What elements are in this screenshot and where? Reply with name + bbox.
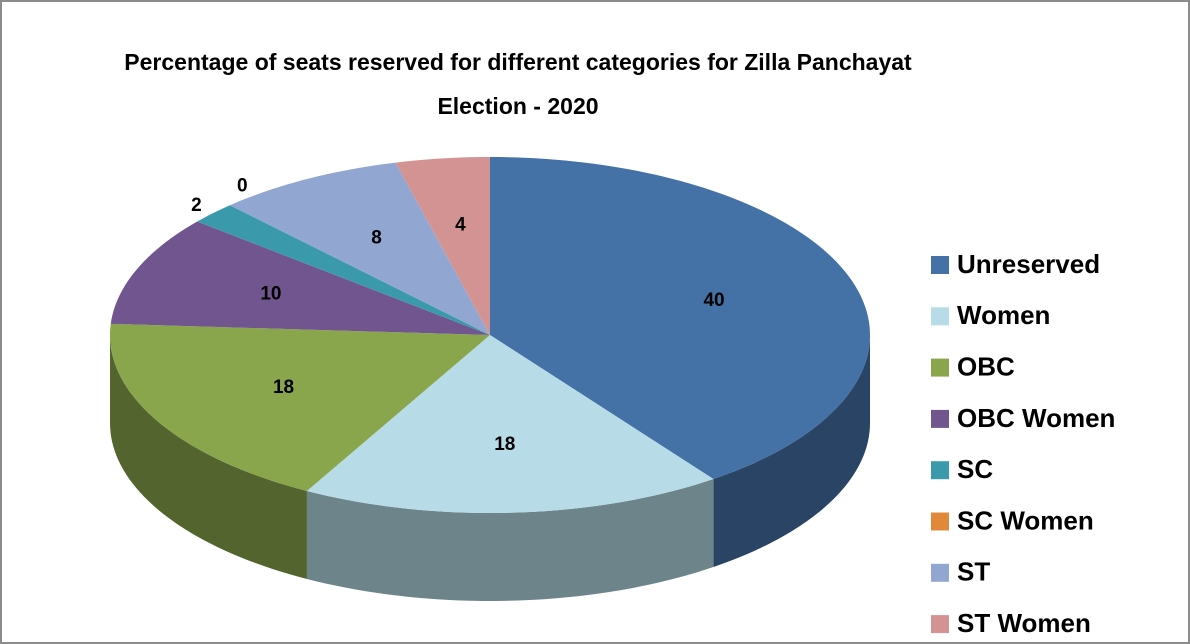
slice-side	[713, 335, 870, 568]
legend-swatch	[931, 256, 949, 274]
slice-side	[306, 479, 714, 601]
slice	[229, 162, 490, 335]
data-label: 18	[273, 377, 294, 398]
legend-label: SC	[957, 454, 993, 484]
slice	[110, 323, 490, 491]
legend-swatch	[931, 461, 949, 480]
slice-side	[110, 335, 307, 579]
data-label: 40	[703, 290, 724, 311]
legend-swatch	[931, 615, 949, 634]
data-label: 8	[371, 227, 382, 248]
legend-swatch	[931, 307, 949, 326]
legend-label: SC Women	[957, 505, 1094, 535]
data-label: 0	[237, 175, 248, 196]
legend-label: OBC	[957, 351, 1015, 381]
slice	[490, 157, 870, 480]
chart-title: Percentage of seats reserved for differe…	[124, 49, 912, 119]
slice	[197, 205, 491, 335]
data-label: 10	[260, 283, 281, 304]
legend-label: OBC Women	[957, 403, 1115, 433]
legend-label: Women	[957, 300, 1050, 330]
legend-swatch	[931, 512, 949, 531]
legend-label: Unreserved	[957, 249, 1100, 279]
data-label: 18	[494, 434, 515, 455]
slice	[110, 221, 490, 335]
legend-label: ST Women	[957, 608, 1091, 638]
data-label: 2	[191, 195, 202, 216]
legend-swatch	[931, 358, 949, 377]
slice	[306, 335, 714, 513]
legend-swatch	[931, 409, 949, 428]
legend-swatch	[931, 563, 949, 582]
data-label: 4	[455, 215, 466, 236]
legend-label: ST	[957, 557, 990, 587]
slice	[395, 157, 490, 335]
